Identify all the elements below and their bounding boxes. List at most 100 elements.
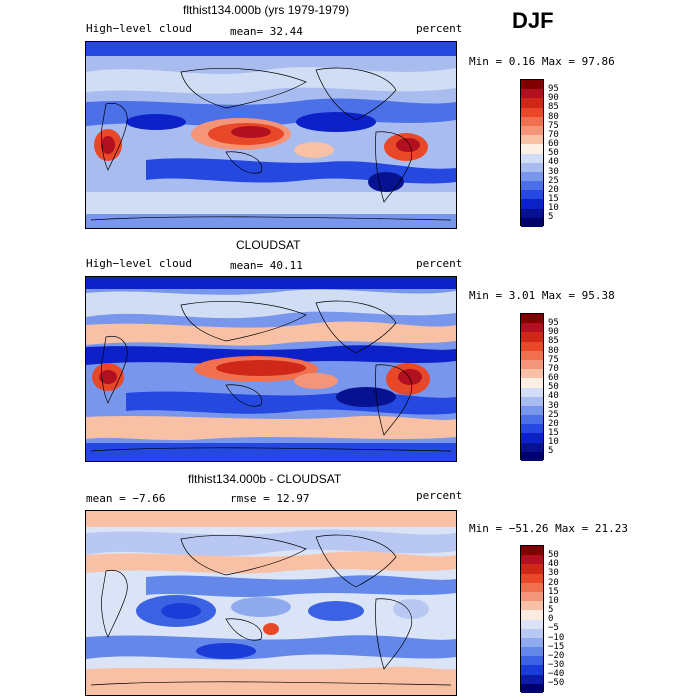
colorbar-diff-tick-0: 50 [548, 550, 559, 560]
colorbar-obs-tick-11: 20 [548, 419, 559, 429]
colorbar-model-tick-12: 15 [548, 194, 559, 204]
colorbar-diff-bin-4 [521, 582, 543, 592]
panel-title-obs: CLOUDSAT [236, 238, 301, 252]
colorbar-model-bin-11 [521, 181, 543, 191]
colorbar-obs-bin-8 [521, 387, 543, 397]
colorbar-model-tick-1: 90 [548, 93, 559, 103]
colorbar-diff-bin-8 [521, 619, 543, 629]
panel-unit-diff: percent [416, 489, 463, 502]
colorbar-diff-bin-10 [521, 637, 543, 648]
colorbar-obs-bin-12 [521, 424, 543, 434]
colorbar-diff-tick-11: −20 [548, 651, 565, 661]
colorbar-obs-tick-5: 70 [548, 364, 559, 374]
colorbar-obs-tick-13: 10 [548, 437, 559, 447]
colorbar-model-bin-4 [521, 116, 543, 126]
colorbar-diff-tick-6: 5 [548, 605, 554, 615]
colorbar-model-tick-13: 10 [548, 203, 559, 213]
colorbar-obs [520, 313, 544, 461]
colorbar-obs-tick-9: 30 [548, 401, 559, 411]
colorbar-obs-bin-6 [521, 369, 543, 379]
colorbar-diff-bin-2 [521, 564, 543, 574]
colorbar-diff-tick-12: −30 [548, 660, 565, 670]
map-panel-obs [85, 276, 457, 462]
colorbar-diff-bin-5 [521, 591, 543, 602]
colorbar-obs-tick-0: 95 [548, 318, 559, 328]
colorbar-obs-tick-10: 25 [548, 410, 559, 420]
colorbar-model-bin-7 [521, 144, 543, 154]
colorbar-model-tick-8: 40 [548, 157, 559, 167]
map-field-diff [86, 511, 456, 695]
panel-title-diff: flthist134.000b - CLOUDSAT [188, 472, 342, 486]
panel-unit-obs: percent [416, 257, 463, 270]
colorbar-diff-bin-1 [521, 555, 543, 565]
colorbar-diff-bin-14 [521, 674, 543, 684]
colorbar-obs-bin-10 [521, 405, 543, 416]
colorbar-diff-bin-7 [521, 610, 543, 620]
colorbar-diff-bin-12 [521, 656, 543, 666]
colorbar-model-bin-13 [521, 199, 543, 209]
colorbar-model-tick-6: 60 [548, 139, 559, 149]
colorbar-model-bin-10 [521, 171, 543, 182]
colorbar-model-tick-3: 80 [548, 112, 559, 122]
map-panel-diff [85, 510, 457, 696]
colorbar-model-tick-10: 25 [548, 176, 559, 186]
panel-range-diff: Min = −51.26 Max = 21.23 [469, 522, 628, 535]
colorbar-diff-tick-4: 15 [548, 587, 559, 597]
colorbar-diff-tick-1: 40 [548, 559, 559, 569]
panel-rmse-diff: rmse = 12.97 [230, 492, 310, 505]
colorbar-model-tick-4: 75 [548, 121, 559, 131]
colorbar-obs-tick-12: 15 [548, 428, 559, 438]
colorbar-obs-tick-7: 50 [548, 382, 559, 392]
colorbar-diff-tick-7: 0 [548, 614, 554, 624]
colorbar-model-bin-8 [521, 153, 543, 163]
colorbar-obs-bin-4 [521, 350, 543, 360]
colorbar-diff-bin-6 [521, 601, 543, 611]
colorbar-diff-tick-8: −5 [548, 623, 559, 633]
colorbar-obs-bin-3 [521, 341, 543, 351]
panel-unit-model: percent [416, 22, 463, 35]
panel-range-obs: Min = 3.01 Max = 95.38 [469, 289, 615, 302]
colorbar-model-bin-3 [521, 107, 543, 117]
colorbar-model-tick-9: 30 [548, 167, 559, 177]
colorbar-model-bin-6 [521, 135, 543, 145]
panel-mean-obs: mean= 40.11 [230, 259, 303, 272]
colorbar-obs-tick-3: 80 [548, 346, 559, 356]
colorbar-diff-bin-11 [521, 647, 543, 657]
panel-title-model: flthist134.000b (yrs 1979-1979) [183, 3, 350, 17]
panel-range-model: Min = 0.16 Max = 97.86 [469, 55, 615, 68]
colorbar-obs-bin-13 [521, 433, 543, 443]
colorbar-diff [520, 545, 544, 693]
colorbar-model-tick-14: 5 [548, 212, 554, 222]
panel-mean-diff: mean = −7.66 [86, 492, 166, 505]
colorbar-model-tick-2: 85 [548, 102, 559, 112]
colorbar-model-tick-11: 20 [548, 185, 559, 195]
colorbar-obs-bin-2 [521, 332, 543, 342]
colorbar-obs-tick-6: 60 [548, 373, 559, 383]
colorbar-diff-bin-9 [521, 628, 543, 638]
panel-mean-model: mean= 32.44 [230, 25, 303, 38]
colorbar-diff-bin-0 [521, 546, 543, 556]
colorbar-diff-tick-3: 20 [548, 578, 559, 588]
colorbar-model-bin-0 [521, 80, 543, 90]
colorbar-obs-tick-14: 5 [548, 446, 554, 456]
colorbar-diff-bin-15 [521, 683, 543, 693]
colorbar-diff-bin-3 [521, 573, 543, 583]
colorbar-model-bin-15 [521, 217, 543, 227]
colorbar-model [520, 79, 544, 227]
panel-left-label-obs: High−level cloud [86, 257, 192, 270]
colorbar-obs-bin-0 [521, 314, 543, 324]
map-field-model [86, 42, 456, 228]
colorbar-model-tick-7: 50 [548, 148, 559, 158]
colorbar-obs-tick-8: 40 [548, 391, 559, 401]
colorbar-obs-bin-11 [521, 415, 543, 425]
colorbar-obs-tick-1: 90 [548, 327, 559, 337]
colorbar-model-tick-0: 95 [548, 84, 559, 94]
colorbar-obs-tick-2: 85 [548, 336, 559, 346]
panel-left-label-model: High−level cloud [86, 22, 192, 35]
colorbar-obs-bin-9 [521, 396, 543, 406]
map-panel-model [85, 41, 457, 229]
colorbar-diff-tick-14: −50 [548, 678, 565, 688]
colorbar-model-tick-5: 70 [548, 130, 559, 140]
colorbar-obs-bin-1 [521, 323, 543, 333]
colorbar-diff-tick-2: 30 [548, 568, 559, 578]
